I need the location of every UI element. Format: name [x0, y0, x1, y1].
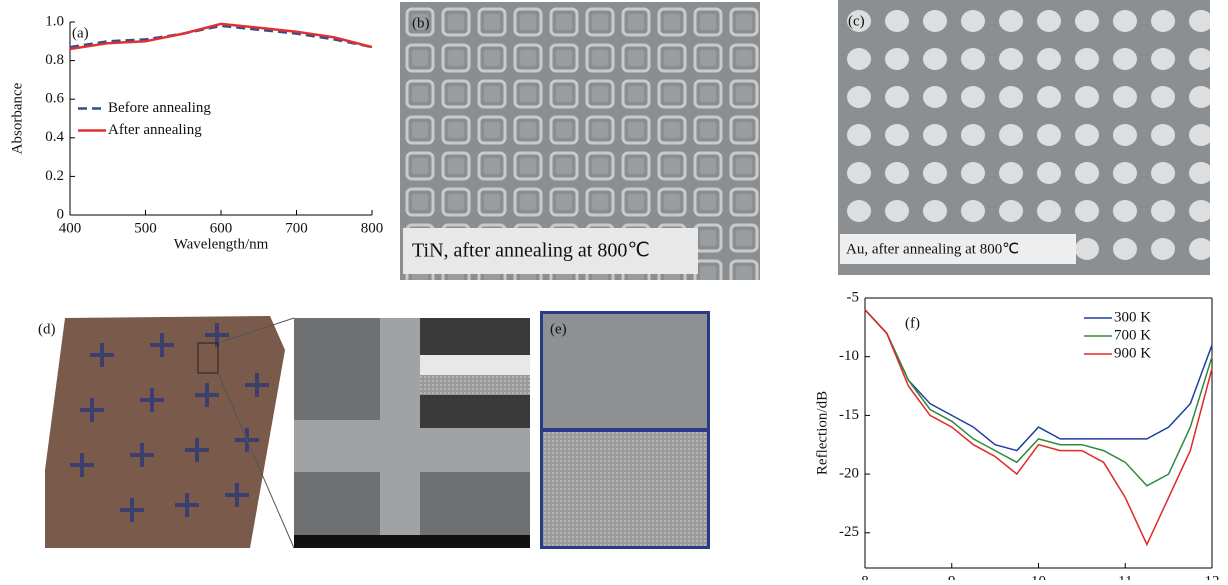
- y-axis-label: Absorbance: [9, 82, 25, 154]
- sem-image-e2: [543, 432, 707, 546]
- x-tick-label: 400: [59, 220, 82, 236]
- legend-label: 900 K: [1114, 345, 1151, 361]
- x-tick-label: 11: [1118, 573, 1132, 580]
- sem-image-c: [838, 0, 1210, 275]
- y-tick-label: -15: [839, 407, 859, 423]
- y-tick-label: 0.4: [45, 129, 64, 145]
- y-tick-label: 0: [57, 206, 65, 222]
- y-tick-label: -20: [839, 466, 859, 482]
- panel-label: (e): [550, 321, 567, 337]
- x-tick-label: 600: [210, 220, 233, 236]
- legend-label: Before annealing: [108, 100, 211, 116]
- y-tick-label: 0.6: [45, 91, 64, 107]
- caption: TiN, after annealing at 800℃: [412, 240, 650, 262]
- caption: Au, after annealing at 800℃: [846, 241, 1019, 257]
- y-tick-label: -5: [847, 289, 860, 305]
- figure: (b) TiN, after annealing at 800℃ (c) Au,…: [0, 0, 1228, 580]
- x-axis-label: Wavelength/nm: [174, 236, 269, 252]
- x-tick-label: 700: [285, 220, 308, 236]
- legend-label: 700 K: [1114, 327, 1151, 343]
- x-tick-label: 12: [1205, 573, 1220, 580]
- panel-label: (a): [72, 25, 89, 41]
- y-axis-label: Reflection/dB: [814, 391, 830, 475]
- series-line: [70, 24, 372, 49]
- x-tick-label: 500: [134, 220, 157, 236]
- sem-bar: [294, 535, 530, 548]
- panel-label: (f): [905, 315, 920, 331]
- y-tick-label: 1.0: [45, 13, 64, 29]
- panel-label: (b): [412, 15, 430, 31]
- legend-label: After annealing: [108, 122, 202, 138]
- y-tick-label: -10: [839, 348, 859, 364]
- panel-label: (c): [848, 13, 865, 29]
- sem-track: [380, 318, 420, 548]
- legend-label: 300 K: [1114, 309, 1151, 325]
- x-tick-label: 9: [948, 573, 956, 580]
- sem-image-e1: [543, 314, 707, 428]
- panel-label: (d): [38, 321, 56, 337]
- y-tick-label: 0.8: [45, 52, 64, 68]
- y-tick-label: -25: [839, 524, 859, 540]
- x-tick-label: 8: [861, 573, 869, 580]
- x-tick-label: 800: [361, 220, 384, 236]
- sem-inset: [420, 355, 530, 375]
- sem-inset: [420, 375, 530, 395]
- x-tick-label: 10: [1031, 573, 1046, 580]
- y-tick-label: 0.2: [45, 168, 64, 184]
